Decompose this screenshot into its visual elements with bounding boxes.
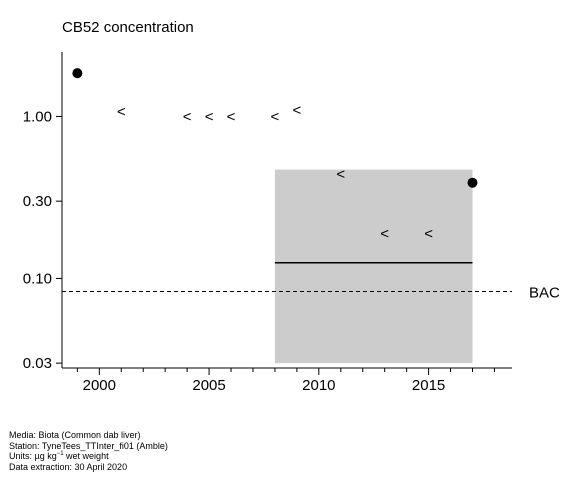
less-than-point: < xyxy=(424,225,433,242)
footer-media: Media: Biota (Common dab liver) xyxy=(9,430,141,440)
less-than-point: < xyxy=(380,225,389,242)
y-tick-label: 1.00 xyxy=(23,108,52,125)
units-suffix: wet weight xyxy=(63,451,109,461)
x-tick-label: 2000 xyxy=(83,377,116,394)
assessment-band-layer xyxy=(274,169,473,364)
less-than-point: < xyxy=(336,166,345,183)
line-layer: BAC xyxy=(62,261,560,302)
x-tick-label: 2015 xyxy=(412,377,445,394)
less-than-point: < xyxy=(205,108,214,125)
bac-label: BAC xyxy=(529,285,560,302)
y-tick-label: 0.03 xyxy=(23,355,52,372)
less-than-point: < xyxy=(117,104,126,121)
assessment-band xyxy=(274,169,473,364)
footer-metadata: Media: Biota (Common dab liver) Station:… xyxy=(9,430,168,472)
less-than-point: < xyxy=(271,108,280,125)
units-prefix: Units: µg kg xyxy=(9,451,57,461)
footer-units: Units: µg kg−1 wet weight xyxy=(9,451,168,462)
axis-layer: 0.03 0.10 0.30 1.00 2000 2005 2010 2015 xyxy=(23,52,512,394)
less-than-point: < xyxy=(227,108,236,125)
point-layer: < < < < < < < < < xyxy=(72,68,478,242)
footer-extraction: Data extraction: 30 April 2020 xyxy=(9,461,128,472)
units-superscript: −1 xyxy=(56,451,64,457)
measured-point xyxy=(467,177,478,188)
chart-title: CB52 concentration xyxy=(62,19,194,36)
y-tick-label: 0.10 xyxy=(23,270,52,287)
less-than-point: < xyxy=(183,108,192,125)
less-than-point: < xyxy=(292,102,301,119)
y-tick-label: 0.30 xyxy=(23,193,52,210)
x-tick-label: 2005 xyxy=(192,377,225,394)
measured-point xyxy=(72,68,83,79)
x-tick-label: 2010 xyxy=(302,377,335,394)
footer-station: Station: TyneTees_TTInter_fi01 (Amble) xyxy=(9,440,168,451)
